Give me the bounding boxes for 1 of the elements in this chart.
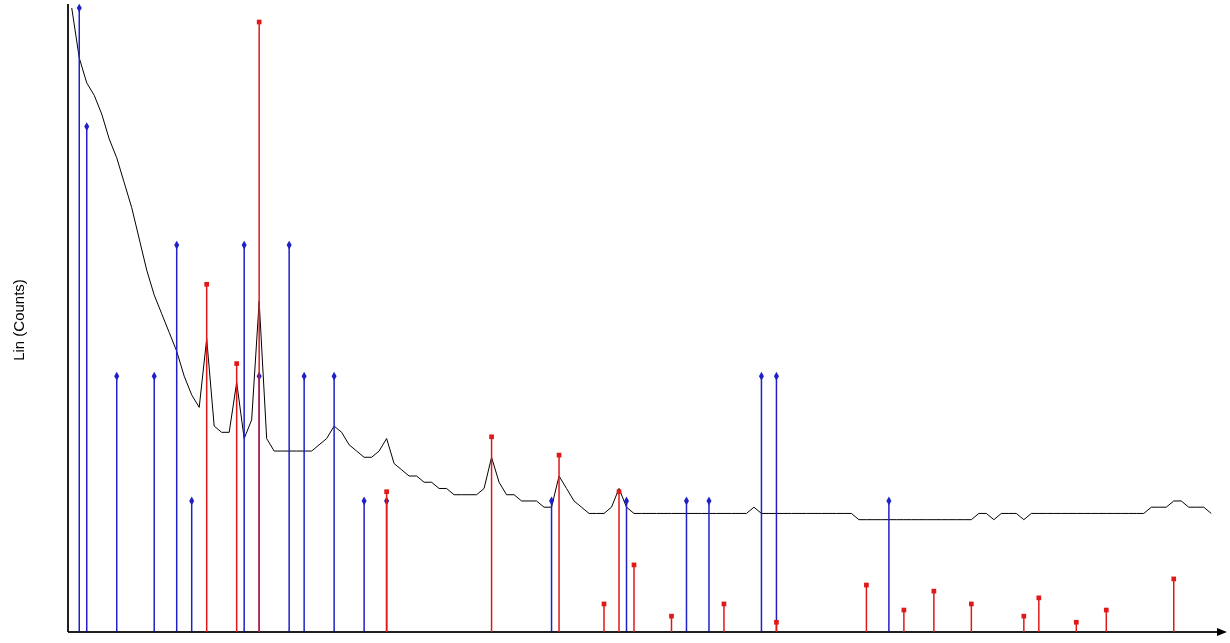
- y-axis-title: Lin (Counts): [10, 279, 27, 361]
